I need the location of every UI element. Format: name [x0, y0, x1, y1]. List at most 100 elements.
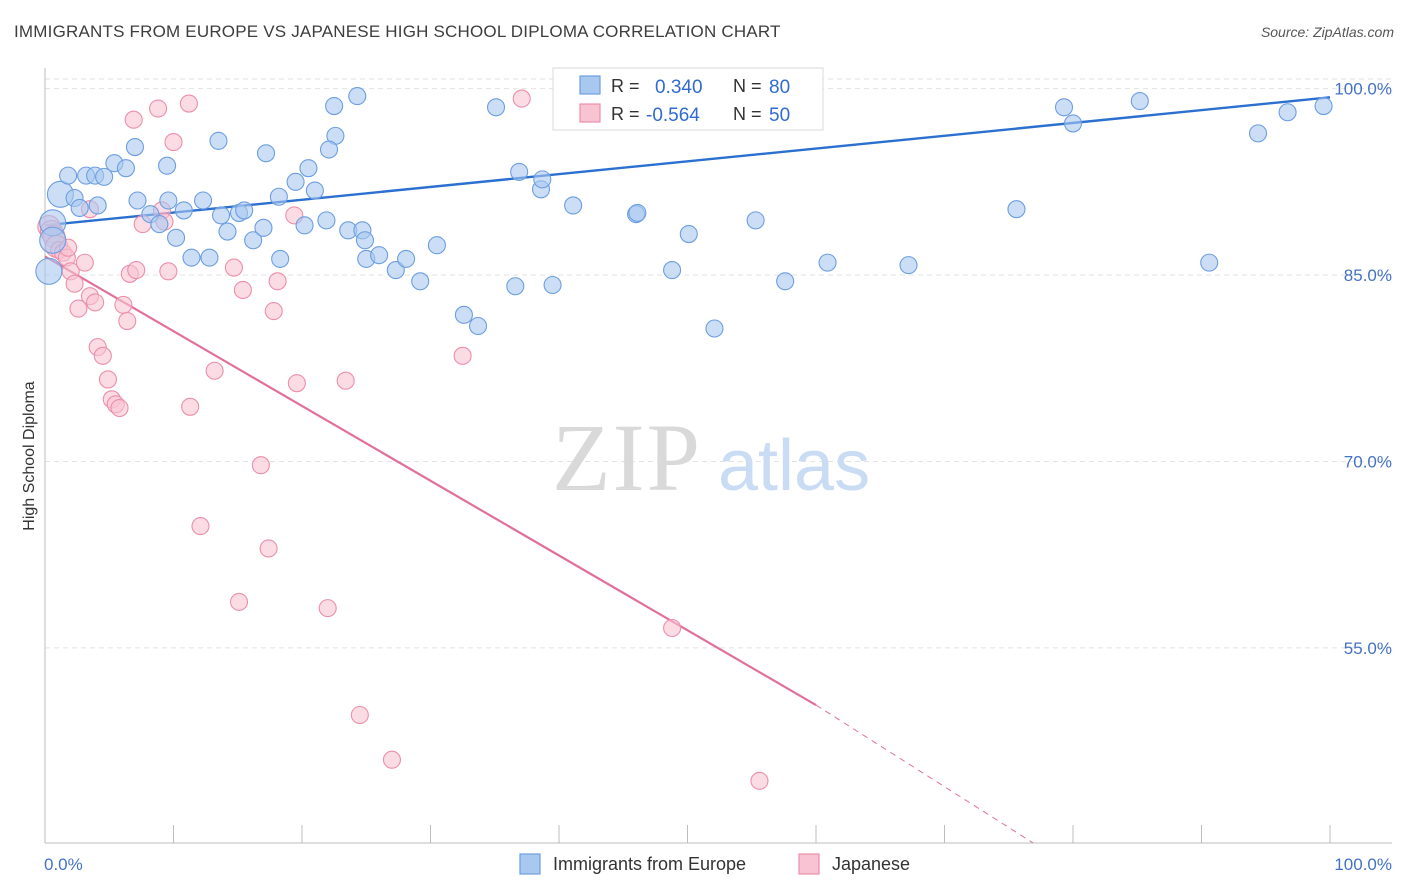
point-europe-58 [564, 196, 583, 215]
point-japanese-20 [110, 398, 129, 418]
point-europe-53 [486, 98, 506, 117]
point-europe-47 [305, 181, 324, 200]
point-japanese-21 [114, 295, 133, 314]
point-europe-45 [39, 226, 67, 254]
point-japanese-41 [264, 302, 283, 321]
point-europe-57 [543, 275, 562, 295]
bottom-legend-swatch-europe [519, 853, 541, 875]
point-europe-49 [319, 140, 339, 159]
point-japanese-32 [179, 94, 198, 113]
point-europe-26 [325, 96, 344, 116]
point-japanese-34 [191, 517, 210, 536]
point-japanese-44 [287, 374, 306, 393]
y-tick-label-3: 55.0% [1344, 639, 1392, 658]
point-japanese-38 [233, 280, 252, 300]
chart-source: Source: ZipAtlas.com [1260, 24, 1394, 40]
point-europe-32 [386, 261, 405, 280]
point-europe-38 [235, 201, 254, 220]
point-europe-52 [468, 316, 488, 336]
legend-r-label-1: R = [611, 76, 640, 96]
point-japanese-46 [336, 371, 355, 390]
chart-title: IMMIGRANTS FROM EUROPE VS JAPANESE HIGH … [14, 22, 781, 41]
point-europe-33 [411, 272, 430, 291]
point-japanese-9 [65, 274, 84, 293]
legend-r-label-2: R = [611, 104, 640, 124]
x-tick-label-0: 0.0% [44, 855, 83, 874]
point-europe-12 [150, 215, 169, 234]
legend-n-value-2: 50 [769, 105, 790, 126]
point-europe-71 [1054, 98, 1074, 117]
legend-r-value-2: -0.564 [646, 105, 700, 126]
point-europe-34 [397, 249, 416, 268]
point-europe-35 [269, 187, 288, 206]
point-europe-65 [746, 211, 765, 230]
point-europe-25 [317, 211, 336, 230]
bottom-legend-swatch-japanese [798, 853, 820, 875]
trend-layer [44, 96, 1331, 844]
point-europe-68 [818, 253, 837, 272]
point-europe-0 [35, 257, 63, 285]
point-europe-22 [271, 249, 290, 268]
bottom-legend: Immigrants from Europe Japanese [519, 853, 910, 875]
point-japanese-14 [86, 293, 105, 312]
point-japanese-30 [159, 262, 178, 281]
axes-layer [44, 68, 1392, 844]
point-europe-3 [59, 166, 78, 185]
point-japanese-11 [75, 253, 94, 272]
point-japanese-35 [205, 361, 224, 380]
point-japanese-47 [350, 705, 369, 725]
point-europe-76 [1278, 103, 1297, 122]
y-axis-title: High School Diploma [21, 381, 38, 531]
point-europe-40 [194, 191, 213, 210]
point-europe-18 [211, 206, 231, 225]
watermark: ZIP atlas [552, 404, 870, 511]
point-japanese-49 [453, 346, 472, 365]
legend-r-value-1: 0.340 [655, 77, 703, 98]
point-europe-39 [218, 222, 237, 241]
bottom-legend-label-japanese: Japanese [832, 854, 910, 874]
point-japanese-24 [124, 110, 143, 129]
top-legend: R = 0.340 N = 80 R = -0.564 N = 50 [552, 67, 824, 131]
point-japanese-48 [382, 750, 402, 769]
y-tick-label-2: 70.0% [1344, 452, 1392, 471]
point-europe-78 [506, 277, 525, 296]
point-europe-20 [244, 231, 263, 250]
point-japanese-10 [69, 299, 88, 318]
point-europe-43 [88, 196, 107, 215]
legend-n-label-2: N = [733, 104, 762, 124]
point-europe-37 [256, 144, 276, 163]
point-europe-7 [95, 167, 114, 186]
point-europe-29 [355, 231, 375, 250]
point-europe-50 [427, 236, 446, 255]
point-europe-23 [286, 172, 305, 191]
y-tick-label-1: 85.0% [1344, 266, 1392, 285]
bottom-legend-label-europe: Immigrants from Europe [553, 854, 746, 874]
point-japanese-39 [251, 456, 270, 475]
point-japanese-50 [512, 89, 531, 108]
point-europe-66 [776, 272, 795, 291]
y-tick-label-0: 100.0% [1334, 80, 1392, 99]
point-europe-56 [533, 170, 552, 189]
point-europe-41 [158, 156, 177, 175]
trend-line-europe [44, 96, 1331, 227]
point-europe-10 [128, 191, 147, 210]
points-layer [35, 87, 1333, 790]
point-japanese-31 [164, 133, 183, 152]
point-japanese-45 [318, 599, 337, 618]
point-japanese-27 [149, 99, 168, 118]
point-europe-17 [200, 248, 219, 267]
point-japanese-17 [98, 370, 118, 389]
point-europe-63 [679, 224, 698, 244]
point-europe-70 [1007, 200, 1026, 219]
legend-swatch-pink [579, 103, 601, 123]
point-europe-24 [295, 216, 314, 235]
point-europe-21 [254, 218, 273, 237]
point-europe-44 [70, 198, 89, 217]
legend-n-label-1: N = [733, 76, 762, 96]
point-europe-54 [510, 162, 529, 181]
point-japanese-16 [93, 346, 112, 365]
point-europe-72 [1063, 114, 1083, 133]
point-europe-16 [182, 248, 201, 267]
point-europe-13 [159, 191, 178, 210]
point-europe-79 [348, 87, 367, 106]
